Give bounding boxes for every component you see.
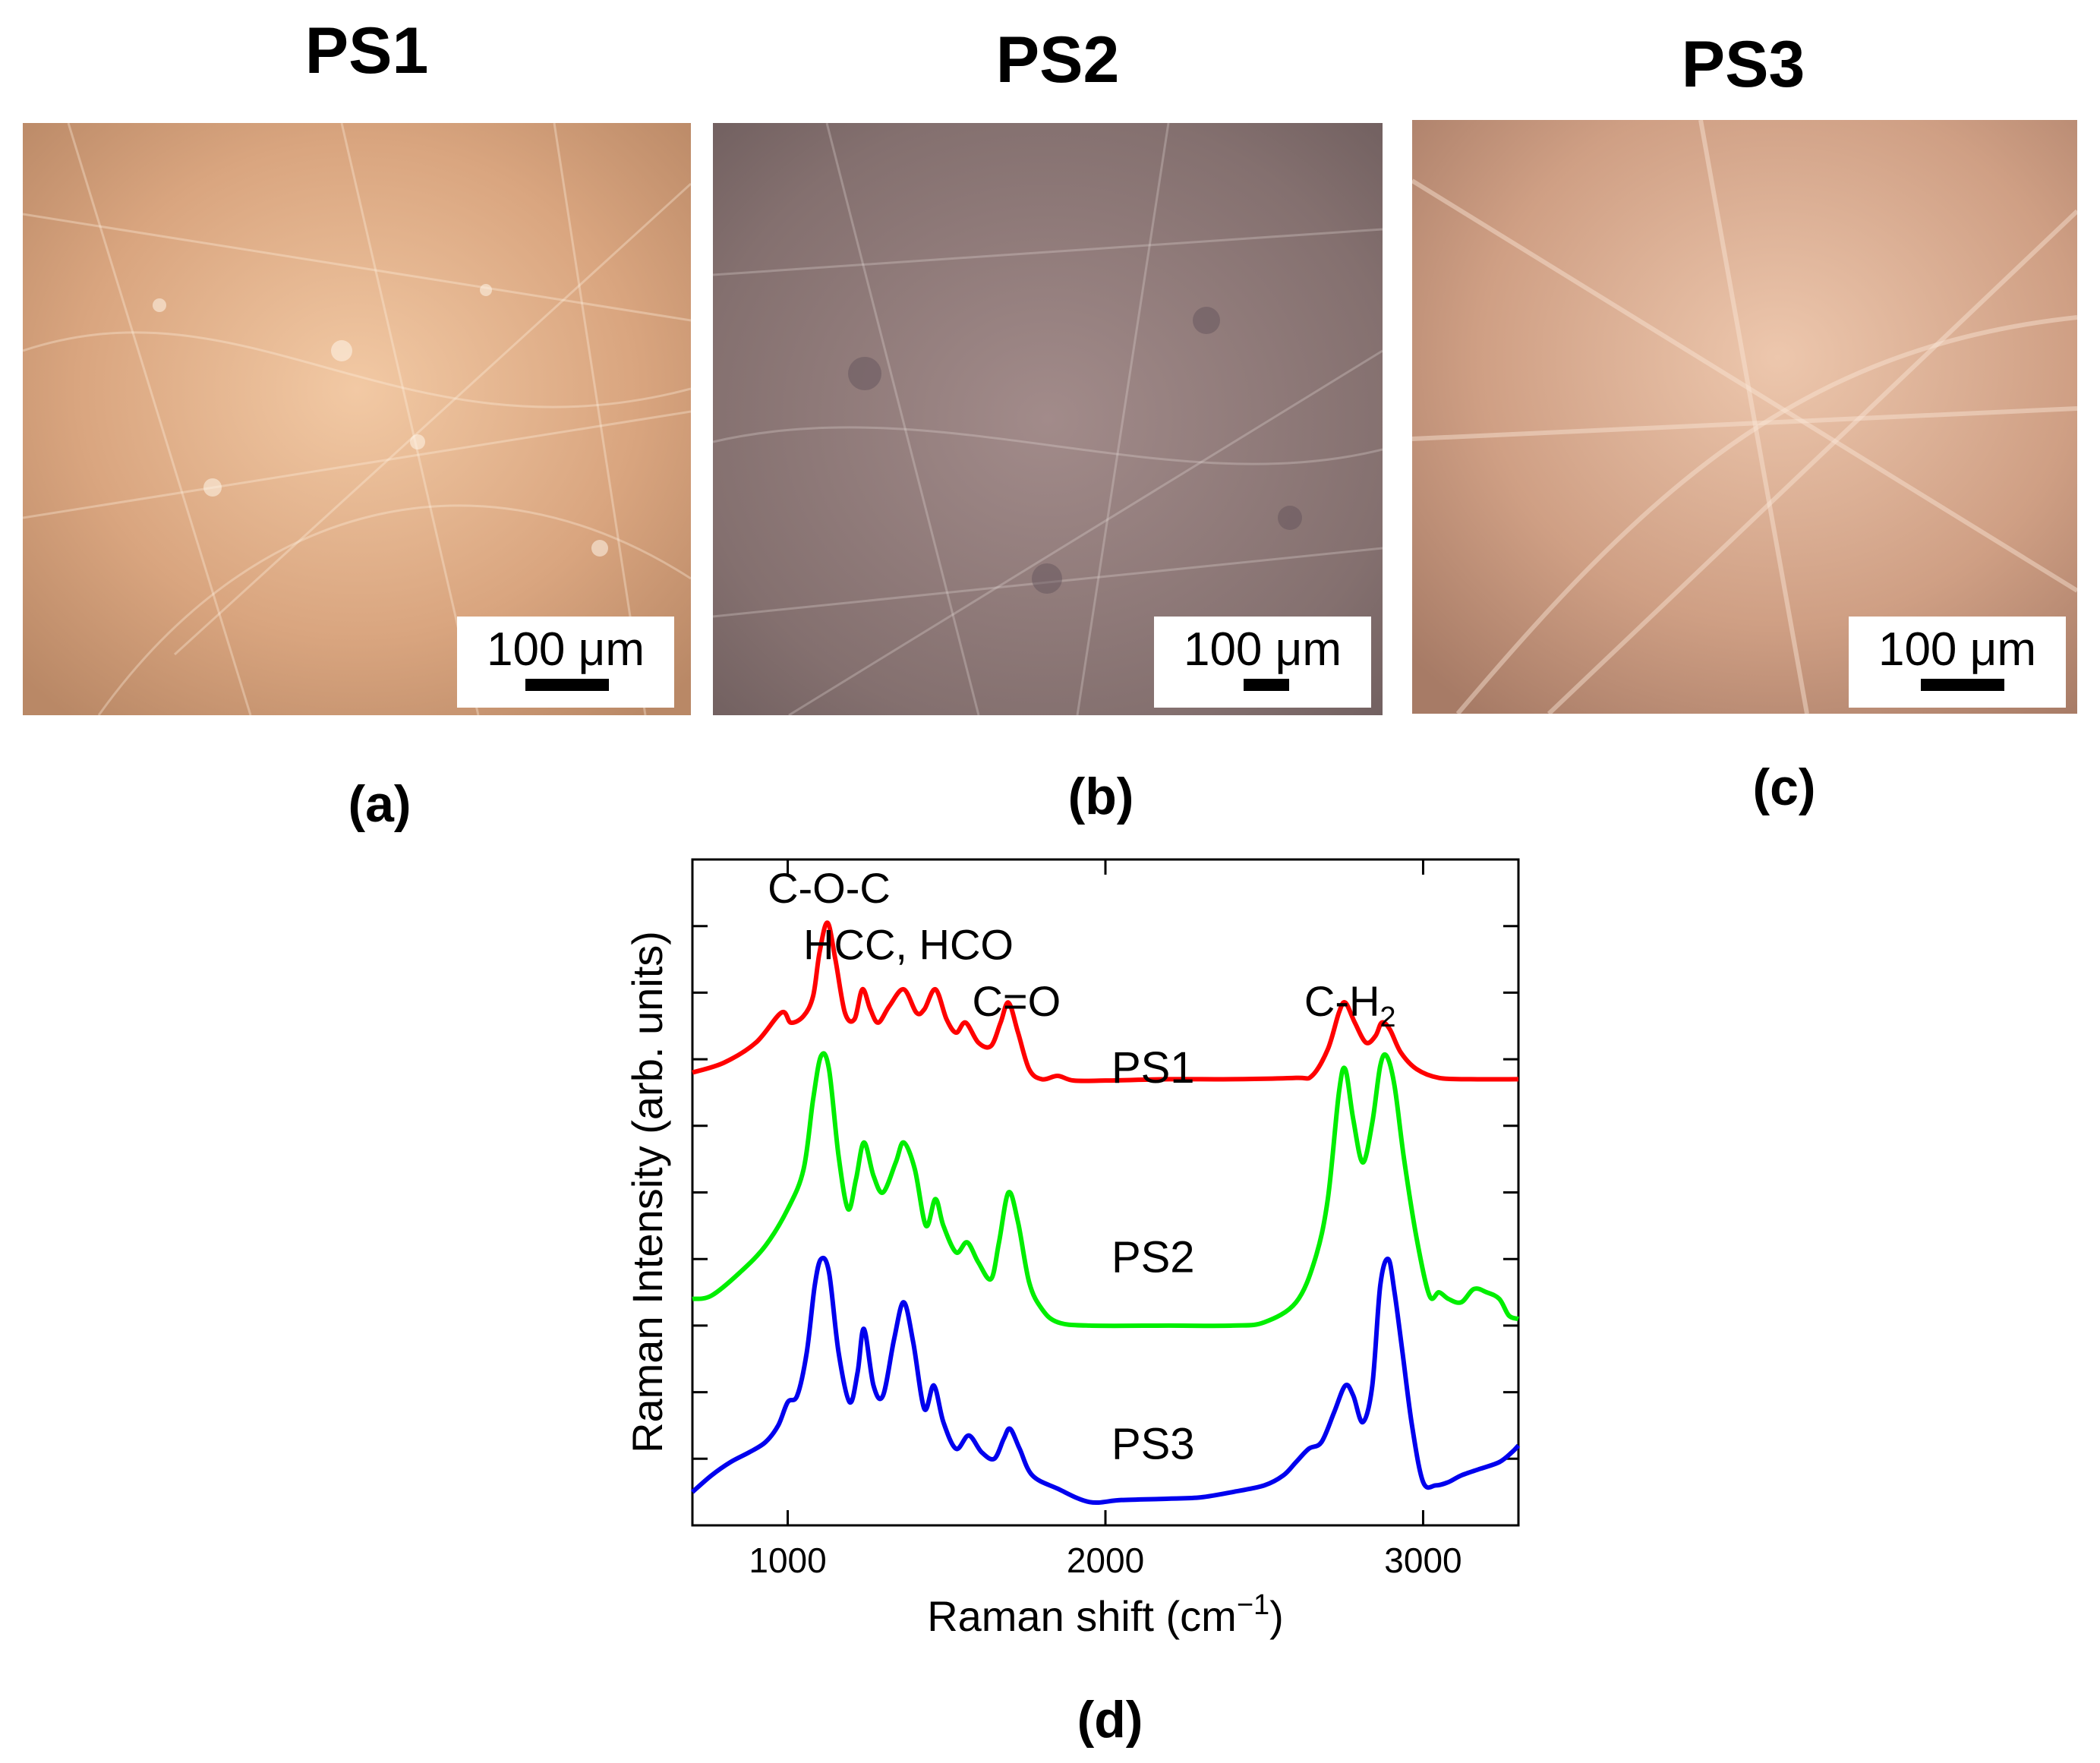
scalebar-ps1-bar [525, 679, 609, 691]
x-axis-title: Raman shift (cm−1) [927, 1589, 1284, 1640]
x-tick-label: 2000 [1067, 1541, 1144, 1580]
peak-annotation-text: C-O-C [768, 864, 891, 912]
peak-annotation: C=O [972, 977, 1061, 1025]
series-label-ps1: PS1 [1111, 1043, 1195, 1093]
micrograph-ps3-bg [1412, 120, 2077, 714]
y-axis-title: Raman Intensity (arb. units) [623, 931, 671, 1453]
peak-annotation: HCC, HCO [803, 921, 1014, 969]
scalebar-ps3-label: 100 μm [1878, 623, 2037, 676]
x-tick-label: 3000 [1384, 1541, 1461, 1580]
scalebar-ps2-label: 100 μm [1183, 623, 1342, 676]
peak-annotation-subscript: 2 [1380, 1001, 1395, 1033]
peak-annotation: C-H2 [1304, 977, 1396, 1033]
scalebar-ps2-bar [1244, 679, 1289, 691]
series-label-ps3: PS3 [1111, 1419, 1195, 1468]
peak-annotation-text: C=O [972, 977, 1061, 1025]
panel-c-title: PS3 [1681, 28, 1805, 101]
scalebar-ps2: 100 μm [1154, 617, 1371, 708]
panel-b-label: (b) [1067, 768, 1134, 825]
series-line-ps2 [692, 1051, 1519, 1329]
peak-annotation: C-O-C [768, 864, 891, 912]
micrograph-ps3-image [1412, 120, 2077, 714]
micrograph-ps3 [1412, 120, 2077, 714]
scalebar-ps1: 100 μm [457, 617, 674, 708]
series-label-ps2: PS2 [1111, 1233, 1195, 1282]
series-line-ps1 [692, 920, 1519, 1083]
scalebar-ps3: 100 μm [1849, 617, 2066, 708]
panel-b-title: PS2 [995, 24, 1120, 96]
panel-a-title: PS1 [304, 14, 429, 87]
scalebar-ps3-bar [1921, 679, 2004, 691]
x-tick-label: 1000 [749, 1541, 826, 1580]
chart-panel-label: (d) [1077, 1691, 1143, 1749]
panel-a-label: (a) [348, 775, 411, 833]
peak-annotation-text: HCC, HCO [803, 921, 1014, 969]
scalebar-ps1-label: 100 μm [486, 623, 645, 676]
peak-annotation-text: C-H [1304, 977, 1380, 1025]
panel-c-label: (c) [1752, 758, 1816, 816]
series-line-ps3 [691, 1255, 1521, 1506]
